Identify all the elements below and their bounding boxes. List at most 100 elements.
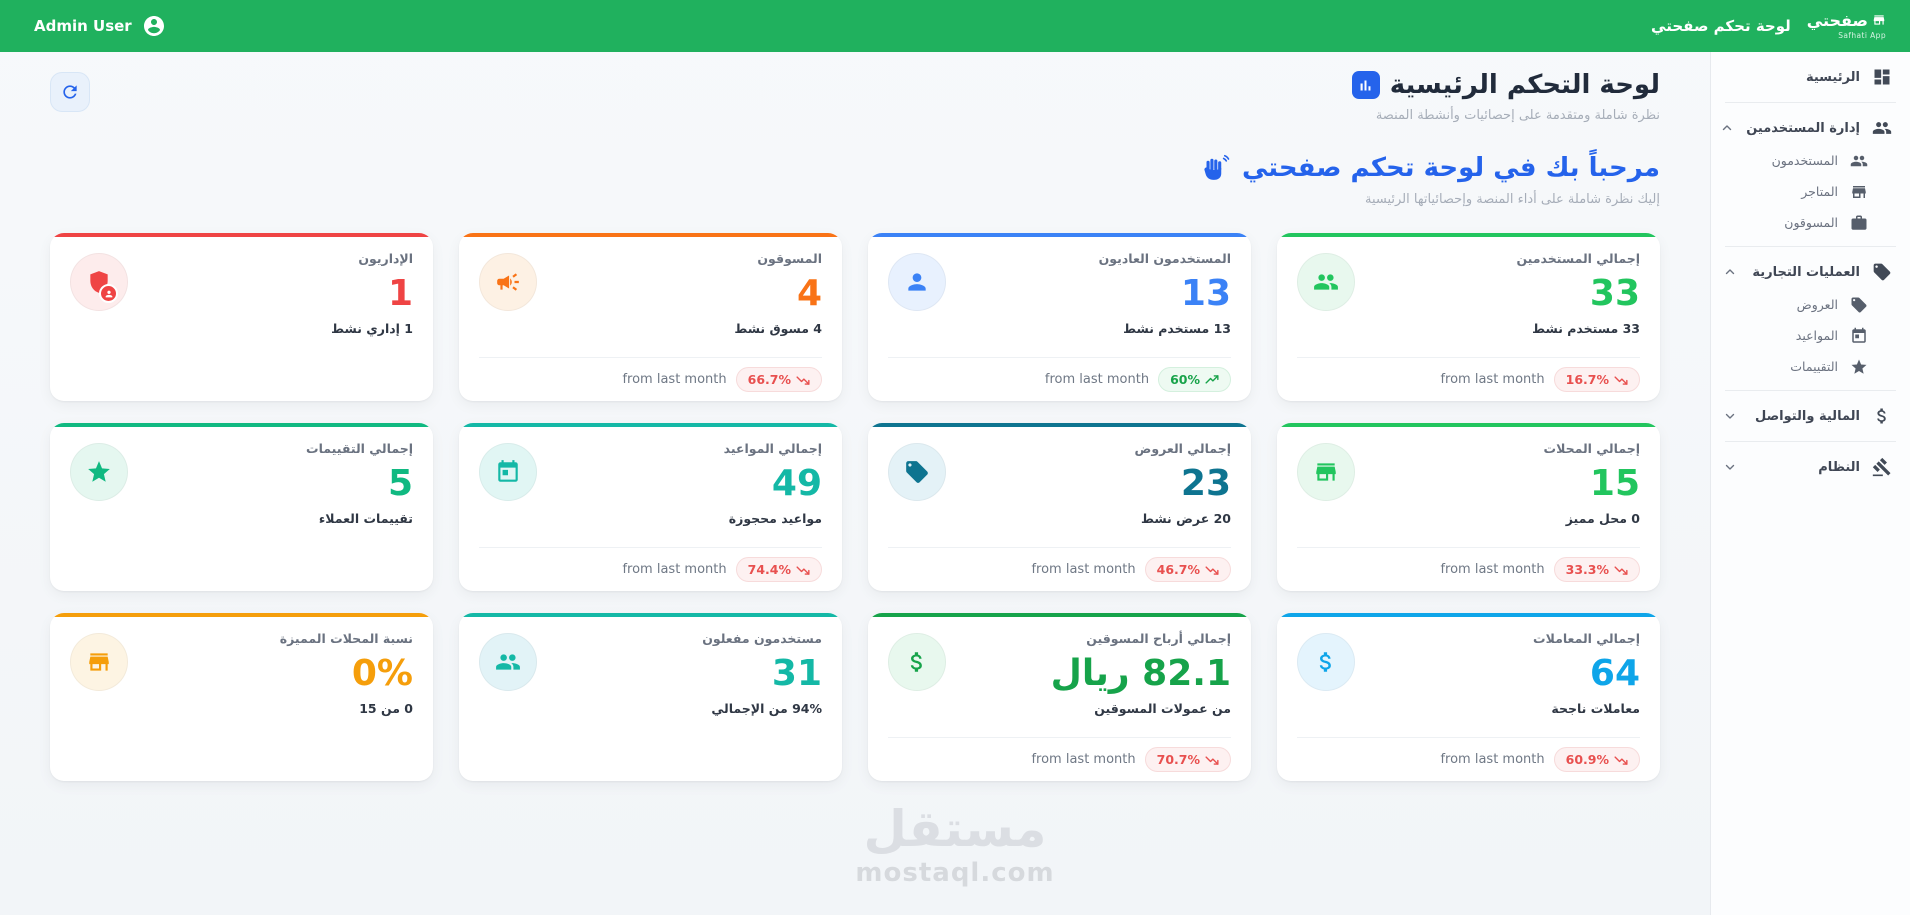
star-icon [1851, 359, 1867, 374]
trend-down-icon [1205, 755, 1219, 765]
sidebar-item-label: إدارة المستخدمين [1746, 120, 1860, 136]
sidebar-divider [1725, 441, 1896, 442]
card-footer-label: from last month [1044, 372, 1150, 387]
card-body: إجمالي المستخدمين 33 33 مستخدم نشط [1277, 237, 1660, 336]
brand: صفحتي Safhati App لوحة تحكم صفحتي [1651, 0, 1886, 52]
user-icon [908, 273, 926, 291]
store-icon [89, 653, 109, 671]
tag-icon [1851, 297, 1867, 312]
trend-badge: 33.3% [1553, 557, 1640, 582]
chevron-down-icon [1723, 409, 1737, 423]
sidebar-item-offers[interactable]: العروض [1711, 289, 1910, 320]
admin-user-label: Admin User [34, 17, 132, 35]
calendar-icon [1852, 327, 1866, 343]
stat-card-total-offers: إجمالي العروض 23 20 عرض نشط 46.7% from l… [868, 423, 1251, 591]
chevron-up-icon [1723, 265, 1737, 279]
sidebar-item-system[interactable]: النظام [1711, 450, 1910, 484]
sidebar-item-users[interactable]: المستخدمون [1711, 145, 1910, 176]
card-value: 5 [387, 463, 413, 504]
sidebar-item-users-management[interactable]: إدارة المستخدمين [1711, 111, 1910, 145]
trend-percent: 74.4% [747, 562, 791, 577]
store-icon [1316, 463, 1336, 481]
trend-badge: 66.7% [735, 367, 822, 392]
sidebar-item-marketers[interactable]: المسوقون [1711, 207, 1910, 238]
dollar-icon [1872, 406, 1892, 426]
sidebar-item-home[interactable]: الرئيسية [1711, 60, 1910, 94]
trend-down-icon [796, 375, 810, 385]
card-footer: 60% from last month [888, 357, 1231, 401]
card-body: نسبة المحلات المميزة 0% 0 من 15 [50, 617, 433, 716]
card-subtitle: 13 مستخدم نشط [1123, 321, 1231, 337]
trend-percent: 66.7% [747, 372, 791, 387]
card-icon-circle [1297, 443, 1355, 501]
app-logo[interactable]: صفحتي Safhati App [1807, 13, 1886, 40]
card-subtitle: 1 إداري نشط [331, 321, 413, 337]
trend-percent: 70.7% [1156, 752, 1200, 767]
store-icon [1850, 183, 1868, 201]
card-footer-label: from last month [622, 562, 727, 577]
topbar: Admin User صفحتي Safhati App لوحة تحكم ص… [0, 0, 1910, 52]
card-value: 64 [1589, 653, 1640, 694]
logo-name: صفحتي [1806, 11, 1868, 31]
card-title: إجمالي التقييمات [306, 441, 413, 456]
welcome-title-text: مرحباً بك في لوحة تحكم صفحتي [1241, 153, 1660, 183]
watermark: مستقل mostaql.com [855, 800, 1054, 888]
chevron-up-icon [1725, 269, 1735, 275]
card-icon-circle [479, 633, 537, 691]
sidebar-item-label: النظام [1818, 459, 1860, 475]
trend-percent: 16.7% [1565, 372, 1609, 387]
card-body: مستخدمون مفعلون 31 94% من الإجمالي [459, 617, 842, 716]
chevron-down-icon [1725, 464, 1735, 470]
admin-user-menu[interactable]: Admin User [34, 0, 166, 52]
sidebar-item-business-operations[interactable]: العمليات التجارية [1711, 255, 1910, 289]
card-subtitle: تقييمات العملاء [318, 511, 413, 527]
card-icon-circle [888, 633, 946, 691]
user-badge-icon [99, 284, 118, 303]
users-icon [1872, 118, 1892, 138]
gavel-icon [1872, 457, 1892, 477]
page-header: لوحة التحكم الرئيسية نظرة شاملة ومتقدمة … [50, 70, 1660, 123]
card-value: 4 [796, 273, 822, 314]
card-subtitle: 20 عرض نشط [1140, 511, 1231, 527]
refresh-button[interactable] [50, 72, 90, 112]
users-icon [1872, 122, 1892, 134]
stat-card-regular-users: المستخدمون العاديون 13 13 مستخدم نشط 60%… [868, 233, 1251, 401]
stat-card-featured-shops-ratio: نسبة المحلات المميزة 0% 0 من 15 [50, 613, 433, 781]
stat-card-total-users: إجمالي المستخدمين 33 33 مستخدم نشط 16.7%… [1277, 233, 1660, 401]
star-icon [88, 461, 110, 482]
sidebar-item-finance-communication[interactable]: المالية والتواصل [1711, 399, 1910, 433]
card-footer-label: from last month [1440, 562, 1545, 577]
avatar-icon [143, 16, 164, 36]
sidebar-subitem-label: المستخدمون [1771, 153, 1838, 168]
card-title: إجمالي أرباح المسوقين [1086, 631, 1231, 646]
sidebar-divider [1725, 390, 1896, 391]
card-value: 23 [1180, 463, 1231, 504]
sidebar-item-stores[interactable]: المتاجر [1711, 176, 1910, 207]
card-value: 13 [1180, 273, 1231, 314]
card-footer: 70.7% from last month [888, 737, 1231, 781]
refresh-icon [63, 85, 77, 99]
card-icon-circle [70, 443, 128, 501]
waving-hand-icon [1200, 153, 1230, 183]
card-accent-bar [868, 233, 1251, 237]
card-accent-bar [50, 613, 433, 617]
trend-down-icon [796, 565, 810, 575]
card-icon-circle [479, 253, 537, 311]
stat-card-total-ratings: إجمالي التقييمات 5 تقييمات العملاء [50, 423, 433, 591]
bar-chart-icon [1351, 71, 1380, 99]
sidebar-item-appointments[interactable]: المواعيد [1711, 320, 1910, 351]
card-footer: 74.4% from last month [479, 547, 822, 591]
sidebar: الرئيسية إدارة المستخدمين المستخدمون الم… [1710, 52, 1910, 915]
trend-percent: 60% [1170, 372, 1200, 387]
sidebar-item-ratings[interactable]: التقييمات [1711, 351, 1910, 382]
card-icon-circle [70, 253, 128, 311]
gavel-icon [1872, 457, 1891, 477]
store-icon [1873, 15, 1885, 25]
trend-badge: 70.7% [1144, 747, 1231, 772]
card-accent-bar [50, 233, 433, 237]
dollar-icon [910, 652, 922, 672]
store-icon [1852, 185, 1866, 198]
sidebar-subitem-label: المتاجر [1801, 184, 1838, 199]
card-footer: 46.7% from last month [888, 547, 1231, 591]
dashboard-icon [1874, 69, 1890, 85]
